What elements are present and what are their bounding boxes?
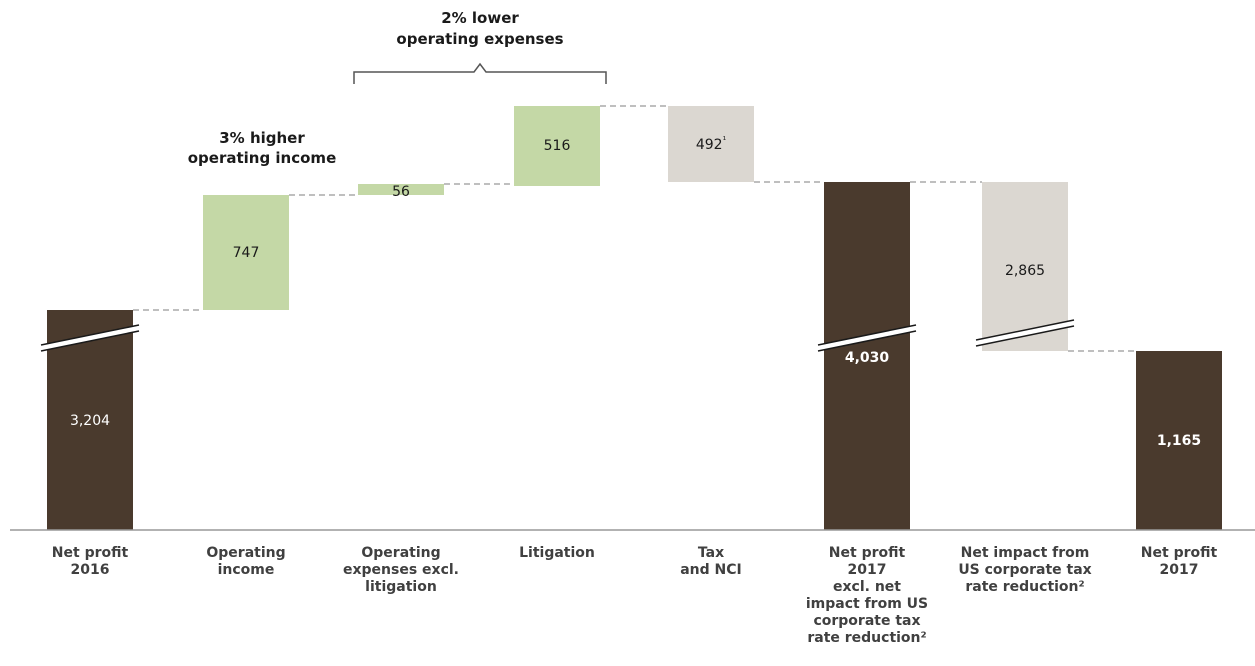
- axis-break-line: [40, 330, 140, 352]
- value-label: 3,204: [70, 413, 110, 429]
- axis-break-band: [818, 325, 916, 351]
- value-label: 4,030: [845, 350, 890, 366]
- category-label: Net profit 2017 excl. net impact from US cor…: [806, 545, 928, 646]
- axis-break-mark: [975, 319, 1075, 347]
- category-label: Litigation: [519, 545, 595, 561]
- category-label: Operating income: [206, 545, 285, 578]
- value-label: 492¹: [696, 136, 727, 153]
- value-label: 747: [233, 245, 260, 261]
- bar-6: [824, 182, 910, 530]
- category-label: Operating expenses excl. litigation: [343, 545, 459, 595]
- category-label: Net profit 2017: [1141, 545, 1218, 578]
- value-label: 56: [392, 184, 410, 200]
- category-label: Net impact from US corporate tax rate redu…: [958, 545, 1091, 595]
- bar-7: [982, 182, 1068, 351]
- bar-4: [514, 106, 600, 186]
- annotation-brace: [353, 62, 607, 84]
- bar-2: [203, 195, 289, 310]
- value-label: 1,165: [1157, 433, 1201, 449]
- axis-break-mark: [40, 324, 140, 352]
- category-label: Net profit 2016: [52, 545, 129, 578]
- category-label: Tax and NCI: [680, 545, 742, 578]
- axis-break-line: [40, 324, 140, 346]
- bar-3: [358, 184, 444, 195]
- axis-break-mark: [817, 324, 917, 352]
- annotation-operating-income: 3% higher operating income: [188, 129, 337, 167]
- axis-break-line: [817, 330, 917, 352]
- bar-8: [1136, 351, 1222, 530]
- bar-5: [668, 106, 754, 182]
- axis-break-band: [41, 325, 139, 351]
- axis-break-band: [976, 320, 1074, 346]
- axis-break-line: [975, 319, 1075, 341]
- value-label: 2,865: [1005, 263, 1045, 279]
- annotation-operating-expenses: 2% lower operating expenses: [396, 9, 563, 48]
- value-label: 516: [544, 138, 571, 154]
- axis-break-line: [975, 325, 1075, 347]
- axis-break-line: [817, 324, 917, 346]
